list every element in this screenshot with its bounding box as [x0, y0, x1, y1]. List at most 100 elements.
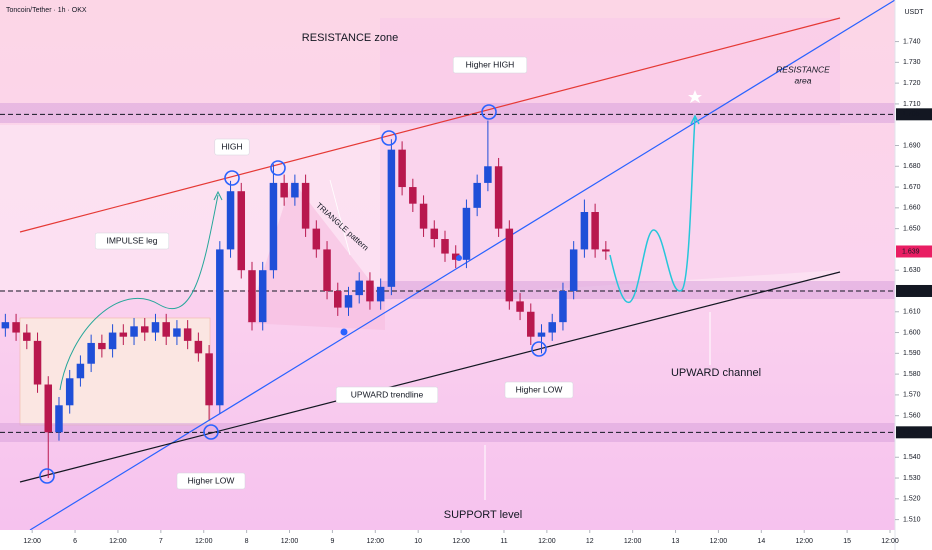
- x-tick-label: 12:00: [452, 538, 470, 545]
- triangle-pointer: [329, 179, 351, 256]
- candle-body: [419, 203, 428, 229]
- candle-body: [527, 311, 535, 337]
- annotation-box: [214, 138, 250, 156]
- price-marker-box: [896, 108, 932, 121]
- price-marker-label: 1.705: [902, 111, 920, 118]
- resistance-band: [0, 103, 895, 123]
- y-tick-label: 1.730: [903, 59, 921, 66]
- projection-arrow-head: [690, 114, 700, 125]
- annotation: Higher LOW: [188, 475, 235, 485]
- y-tick-label: 1.590: [903, 350, 921, 357]
- annotation: UPWARD channel: [671, 367, 761, 379]
- annotation-box: [504, 381, 574, 399]
- candle-body: [376, 286, 385, 302]
- candle-body: [494, 166, 503, 229]
- annotation: IMPULSE leg: [106, 235, 157, 245]
- x-tick-label: 8: [245, 538, 249, 545]
- annotation-box: [94, 232, 170, 250]
- candle-body: [591, 212, 599, 250]
- y-tick-label: 1.670: [903, 184, 921, 191]
- candle-body: [173, 328, 181, 337]
- price-marker-box: [896, 426, 932, 439]
- y-tick-label: 1.510: [903, 516, 921, 523]
- price-marker-label: 1.620: [902, 288, 920, 295]
- candle-body: [237, 191, 246, 271]
- price-marker-label: 1.639: [902, 248, 920, 255]
- y-tick-label: 1.530: [903, 475, 921, 482]
- price-marker-box: [896, 245, 932, 258]
- x-tick-label: 12:00: [23, 538, 41, 545]
- annotation: HIGH: [221, 141, 242, 151]
- annotation: Higher HIGH: [466, 59, 515, 69]
- channel-area: [380, 18, 840, 300]
- y-tick-label: 1.630: [903, 267, 921, 274]
- annotation: RESISTANCE: [776, 64, 830, 74]
- support-band: [0, 423, 895, 442]
- x-tick-label: 14: [757, 538, 765, 545]
- candle-body: [344, 295, 353, 308]
- candle-body: [366, 280, 374, 302]
- x-tick-label: 11: [500, 538, 507, 545]
- target-star: [688, 90, 702, 103]
- candle-body: [334, 290, 342, 308]
- annotation-box: [335, 386, 439, 404]
- candle-body: [226, 191, 235, 250]
- annotation: RESISTANCE zone: [302, 32, 398, 44]
- candle-body: [119, 332, 128, 337]
- candle-body: [462, 207, 471, 260]
- candle-body: [98, 342, 106, 350]
- impulse-arrow: [59, 194, 219, 391]
- symbol-title: Toncoin/Tether · 1h · OKX: [6, 7, 87, 14]
- candle-body: [430, 228, 439, 240]
- annotation: area: [794, 75, 811, 85]
- upward-trendline: [29, 0, 896, 531]
- y-tick-label: 1.710: [903, 101, 921, 108]
- y-tick-label: 1.720: [903, 80, 921, 87]
- candle-body: [76, 363, 85, 379]
- x-tick-label: 13: [672, 538, 680, 545]
- annotation: SUPPORT level: [444, 509, 522, 521]
- y-tick-label: 1.650: [903, 225, 921, 232]
- x-tick-label: 12:00: [281, 538, 299, 545]
- x-tick-label: 7: [159, 538, 163, 545]
- y-tick-label: 1.690: [903, 142, 921, 149]
- price-marker-label: 1.552: [902, 429, 920, 436]
- trendline-point: [340, 328, 348, 336]
- candle-body: [269, 182, 278, 271]
- x-tick-label: 12:00: [367, 538, 385, 545]
- candle-body: [301, 182, 310, 229]
- projection-path: [609, 117, 696, 304]
- channel-support-line: [19, 271, 841, 483]
- candle-body: [312, 228, 321, 250]
- x-tick-label: 12:00: [109, 538, 127, 545]
- candle-body: [87, 342, 95, 364]
- time-axis: [0, 530, 895, 550]
- candle-body: [280, 182, 288, 198]
- candle-body: [1, 322, 10, 329]
- y-tick-label: 1.610: [903, 309, 921, 316]
- candle-body: [451, 253, 460, 260]
- candle-body: [248, 270, 256, 323]
- y-tick-label: 1.540: [903, 454, 921, 461]
- x-tick-label: 15: [843, 538, 851, 545]
- candle-body: [387, 149, 396, 287]
- candle-body: [108, 332, 117, 350]
- candle-body: [484, 166, 492, 183]
- candle-body: [44, 384, 53, 433]
- annotation: UPWARD trendline: [351, 389, 424, 399]
- candle-body: [441, 239, 449, 254]
- candle-body: [205, 353, 213, 406]
- x-tick-label: 12:00: [795, 538, 813, 545]
- price-marker-box: [896, 284, 932, 297]
- candle-body: [409, 187, 417, 204]
- candle-body: [580, 212, 589, 250]
- candle-body: [473, 182, 481, 208]
- candle-body: [258, 270, 267, 323]
- x-tick-label: 9: [330, 538, 334, 545]
- candle-body: [398, 149, 406, 188]
- candle-body: [602, 249, 610, 252]
- candle-body: [151, 322, 160, 333]
- x-tick-label: 12:00: [538, 538, 556, 545]
- x-tick-label: 12:00: [710, 538, 728, 545]
